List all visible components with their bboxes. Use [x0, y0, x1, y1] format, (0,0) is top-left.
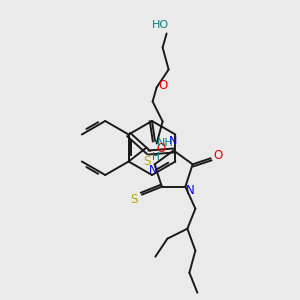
Text: N: N: [169, 136, 178, 146]
Text: O: O: [158, 79, 167, 92]
Text: N: N: [186, 184, 195, 197]
Text: O: O: [156, 142, 166, 154]
Text: HO: HO: [152, 20, 169, 29]
Text: N: N: [149, 165, 157, 175]
Text: S: S: [130, 193, 137, 206]
Text: NH: NH: [157, 139, 173, 148]
Text: O: O: [213, 149, 222, 162]
Text: H: H: [152, 152, 160, 161]
Text: S: S: [143, 155, 150, 168]
